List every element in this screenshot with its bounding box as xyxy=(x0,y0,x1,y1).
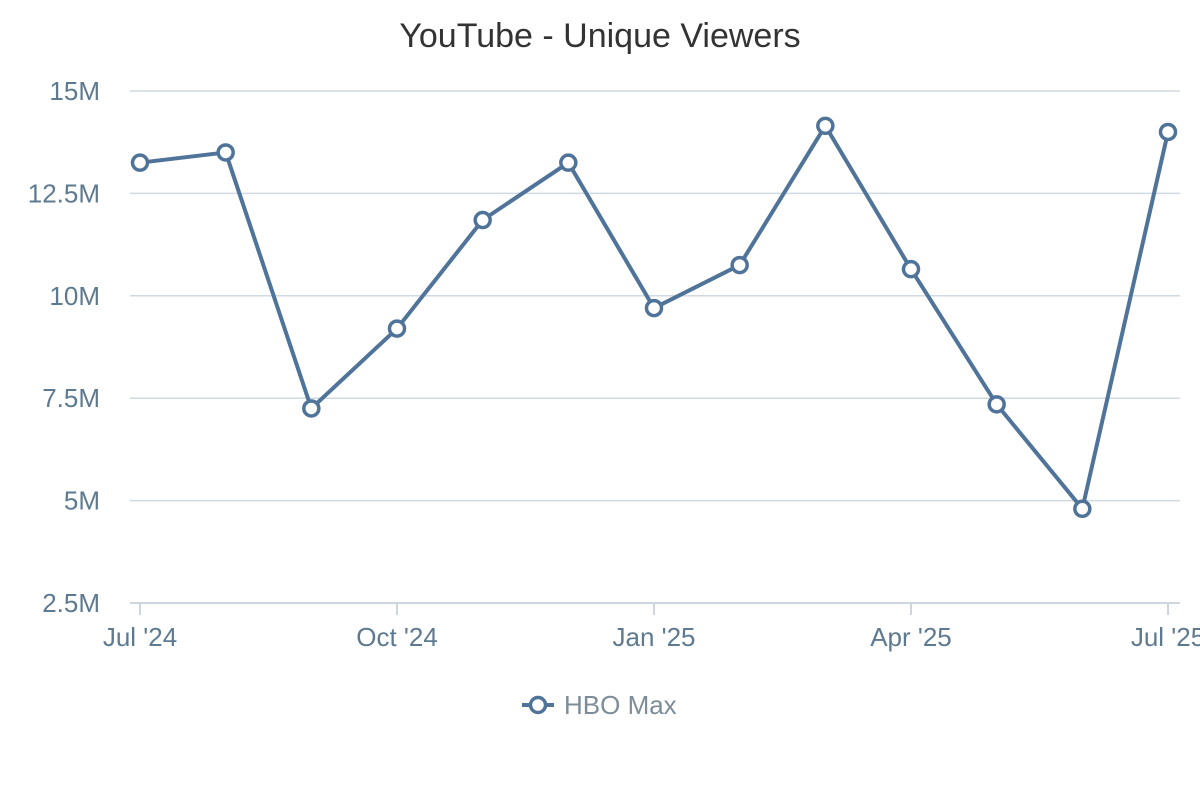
x-tick-label: Apr '25 xyxy=(870,622,952,652)
x-tick-label: Jul '25 xyxy=(1131,622,1200,652)
y-tick-label: 10M xyxy=(49,281,100,311)
y-axis: 2.5M 5M 7.5M 10M 12.5M 15M xyxy=(28,76,100,618)
x-axis: Jul '24 Oct '24 Jan '25 Apr '25 Jul '25 xyxy=(103,603,1200,652)
data-point-marker[interactable] xyxy=(1158,122,1178,142)
data-point-marker[interactable] xyxy=(987,395,1006,414)
legend-label: HBO Max xyxy=(564,690,677,720)
x-tick-label: Jan '25 xyxy=(612,622,695,652)
series-layer xyxy=(130,116,1178,519)
data-point-marker[interactable] xyxy=(473,210,492,230)
x-tick-label: Oct '24 xyxy=(356,622,438,652)
data-point-marker[interactable] xyxy=(559,153,578,172)
data-point-marker[interactable] xyxy=(302,399,321,418)
data-point-marker[interactable] xyxy=(216,143,235,162)
data-point-marker[interactable] xyxy=(387,319,407,338)
x-tick-label: Jul '24 xyxy=(103,622,177,652)
data-point-marker[interactable] xyxy=(816,116,835,136)
data-point-marker[interactable] xyxy=(901,259,921,279)
legend[interactable]: HBO Max xyxy=(522,690,677,720)
y-tick-label: 2.5M xyxy=(42,588,100,618)
y-tick-label: 12.5M xyxy=(28,178,100,208)
y-tick-label: 5M xyxy=(64,486,100,516)
gridlines xyxy=(130,90,1180,604)
data-point-marker[interactable] xyxy=(1073,499,1092,519)
y-tick-label: 15M xyxy=(49,76,100,106)
data-point-marker[interactable] xyxy=(644,298,664,318)
data-point-marker[interactable] xyxy=(730,255,749,275)
data-point-marker[interactable] xyxy=(130,153,150,172)
y-tick-label: 7.5M xyxy=(42,383,100,413)
legend-marker-icon xyxy=(528,695,548,715)
chart-title: YouTube - Unique Viewers xyxy=(399,17,800,55)
